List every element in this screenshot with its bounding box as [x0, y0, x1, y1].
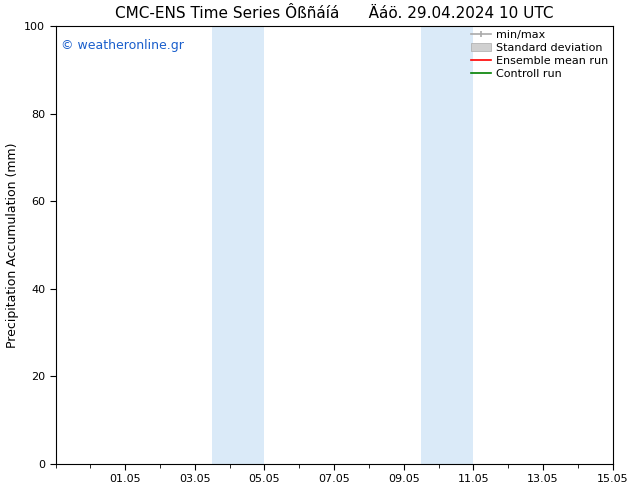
Text: © weatheronline.gr: © weatheronline.gr — [61, 39, 184, 52]
Y-axis label: Precipitation Accumulation (mm): Precipitation Accumulation (mm) — [6, 142, 18, 348]
Bar — [421, 26, 474, 464]
Bar — [212, 26, 264, 464]
Legend: min/max, Standard deviation, Ensemble mean run, Controll run: min/max, Standard deviation, Ensemble me… — [469, 28, 611, 81]
Title: CMC-ENS Time Series Ôßñáíá      Äáö. 29.04.2024 10 UTC: CMC-ENS Time Series Ôßñáíá Äáö. 29.04.20… — [115, 5, 553, 21]
